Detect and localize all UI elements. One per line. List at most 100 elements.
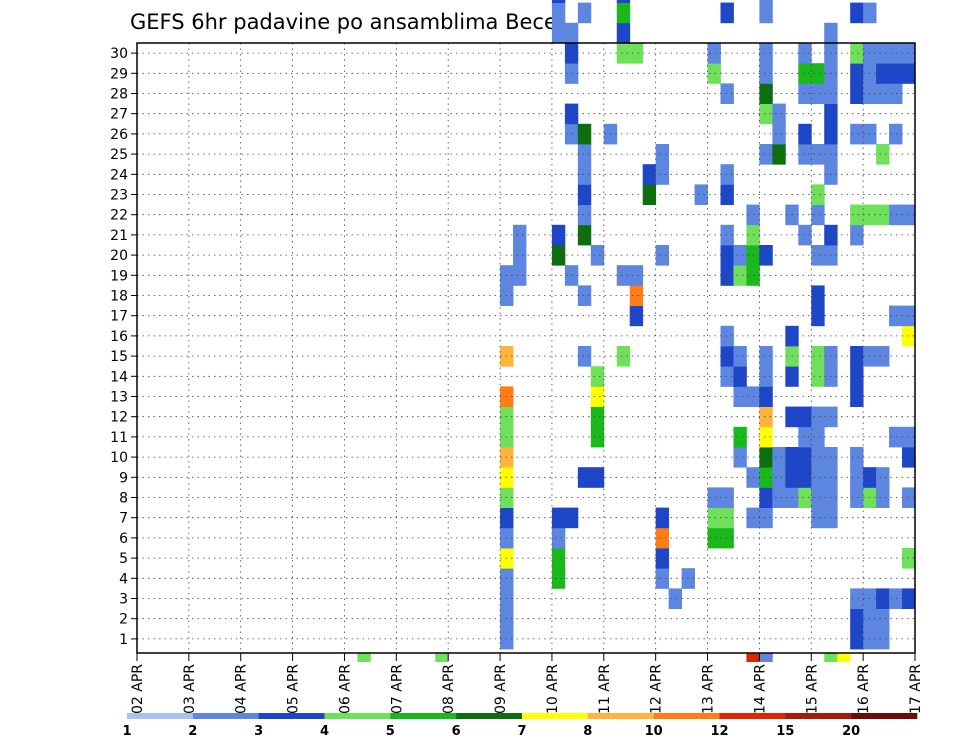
heatmap-cell <box>902 426 916 448</box>
heatmap-cell <box>759 366 773 387</box>
heatmap-cell <box>850 588 864 609</box>
heatmap-cell <box>889 43 903 64</box>
y-tick-label: 21 <box>110 228 128 244</box>
heatmap-cell <box>590 426 605 448</box>
heatmap-cell <box>889 426 903 448</box>
heatmap-cell <box>850 43 864 64</box>
heatmap-cell <box>733 346 747 367</box>
y-tick-label: 22 <box>110 208 128 224</box>
y-tick-label: 11 <box>110 430 128 446</box>
heatmap-cell <box>513 224 527 246</box>
heatmap-cell <box>759 507 773 529</box>
heatmap-cell <box>577 346 592 367</box>
y-tick-label: 14 <box>110 369 128 385</box>
heatmap-cell <box>811 245 825 266</box>
heatmap-cell <box>551 0 566 3</box>
y-tick-label: 5 <box>119 551 128 567</box>
heatmap-cell <box>798 43 812 64</box>
heatmap-cell <box>837 653 851 662</box>
y-tick-label: 18 <box>110 289 128 305</box>
heatmap-cell <box>616 265 631 286</box>
x-tick-label: 07 APR <box>389 664 405 714</box>
heatmap-cell <box>590 386 605 407</box>
heatmap-cell <box>824 653 838 662</box>
x-tick-label: 17 APR <box>908 664 924 714</box>
heatmap-cell <box>889 305 903 327</box>
colorbar-swatch <box>785 713 852 719</box>
y-tick-label: 6 <box>119 531 128 547</box>
heatmap-cell <box>551 22 566 44</box>
heatmap-cell <box>720 507 734 529</box>
heatmap-cell <box>772 144 786 165</box>
y-tick-label: 20 <box>110 248 128 264</box>
heatmap-cell <box>876 204 890 226</box>
heatmap-cell <box>889 63 903 84</box>
x-tick-label: 05 APR <box>286 664 302 714</box>
heatmap-cell <box>759 346 773 367</box>
heatmap-cell <box>720 487 734 508</box>
colorbar-label: 12 <box>710 724 728 739</box>
heatmap-cell <box>850 346 864 367</box>
heatmap-cell <box>551 507 566 529</box>
heatmap-cell <box>798 467 812 488</box>
heatmap-cell <box>798 144 812 165</box>
heatmap-cell <box>733 386 747 407</box>
heatmap-cell <box>876 63 890 84</box>
colorbar-swatch <box>653 713 720 719</box>
x-tick-label: 12 APR <box>649 664 665 714</box>
heatmap-cell <box>798 224 812 246</box>
x-tick-label: 02 APR <box>130 664 146 714</box>
y-tick-label: 25 <box>110 147 128 163</box>
heatmap-cell <box>629 285 644 306</box>
heatmap-cell <box>811 63 825 84</box>
heatmap-cell <box>798 406 812 428</box>
heatmap-cell <box>551 527 566 549</box>
heatmap-cell <box>811 305 825 327</box>
heatmap-cell <box>551 224 566 246</box>
heatmap-cell <box>577 467 592 488</box>
heatmap-cell <box>889 83 903 104</box>
heatmap-cell <box>811 366 825 387</box>
colorbar-swatch <box>324 713 391 719</box>
heatmap-cell <box>357 653 371 662</box>
x-tick-label: 16 APR <box>856 664 872 714</box>
heatmap-cell <box>876 608 890 630</box>
y-axis-labels: 1234567891011121314151617181920212223242… <box>110 46 137 648</box>
heatmap-cell <box>902 204 916 226</box>
heatmap-cell <box>824 22 838 44</box>
heatmap-cell <box>707 507 721 529</box>
heatmap-cell <box>772 123 786 145</box>
y-tick-label: 2 <box>119 612 128 628</box>
heatmap-cell <box>850 224 864 246</box>
heatmap-cell <box>616 346 631 367</box>
y-tick-label: 8 <box>119 491 128 507</box>
y-tick-label: 9 <box>119 470 128 486</box>
heatmap-cell <box>811 467 825 488</box>
heatmap-cell <box>733 447 747 468</box>
heatmap-cell <box>720 83 734 104</box>
heatmap-cell <box>889 588 903 609</box>
x-tick-label: 04 APR <box>234 664 250 714</box>
heatmap-cells <box>357 0 916 662</box>
colorbar-label: 4 <box>320 724 329 739</box>
x-tick-label: 10 APR <box>545 664 561 714</box>
heatmap-cell <box>746 653 760 662</box>
y-tick-label: 28 <box>110 87 128 103</box>
heatmap-cell <box>616 43 631 64</box>
heatmap-cell <box>811 144 825 165</box>
heatmap-cell <box>759 386 773 407</box>
heatmap-cell <box>876 588 890 609</box>
heatmap-cell <box>720 527 734 549</box>
y-tick-label: 23 <box>110 188 128 204</box>
heatmap-cell <box>850 467 864 488</box>
heatmap-cell <box>902 63 916 84</box>
heatmap-cell <box>577 2 592 24</box>
heatmap-cell <box>902 43 916 64</box>
heatmap-cell <box>759 63 773 84</box>
heatmap-cell <box>616 22 631 44</box>
heatmap-cell <box>811 426 825 448</box>
heatmap-cell <box>772 103 786 125</box>
heatmap-cell <box>655 507 670 529</box>
heatmap-cell <box>513 245 527 266</box>
